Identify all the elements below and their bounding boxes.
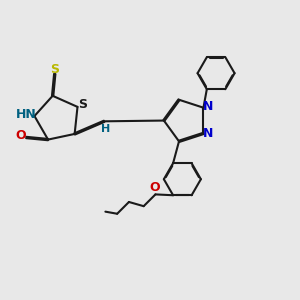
Text: S: S bbox=[78, 98, 87, 111]
Text: HN: HN bbox=[16, 108, 36, 121]
Text: H: H bbox=[101, 124, 110, 134]
Text: O: O bbox=[149, 181, 160, 194]
Text: O: O bbox=[15, 129, 26, 142]
Text: N: N bbox=[203, 100, 214, 112]
Text: S: S bbox=[50, 63, 59, 76]
Text: N: N bbox=[203, 127, 214, 140]
